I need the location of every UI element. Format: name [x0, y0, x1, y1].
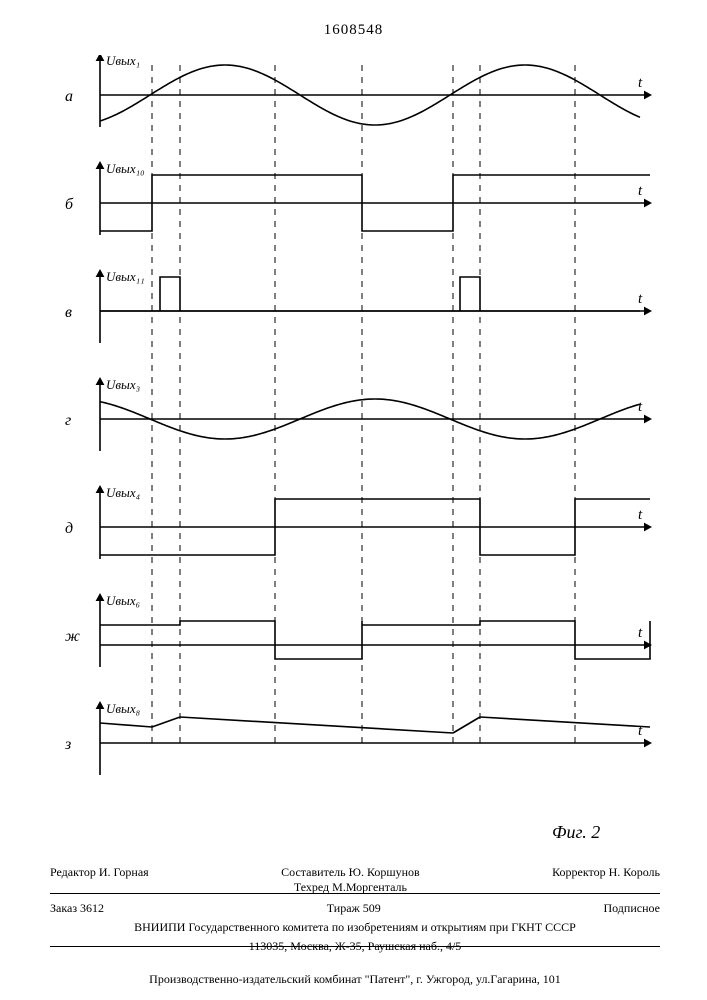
- svg-text:Uвых₃: Uвых₃: [106, 377, 140, 392]
- svg-text:д: д: [65, 520, 73, 537]
- page-number: 1608548: [0, 22, 707, 39]
- svg-text:Uвых₁₀: Uвых₁₀: [106, 161, 145, 176]
- editor-credit: Редактор И. Горная: [50, 865, 149, 895]
- svg-text:t: t: [638, 507, 643, 523]
- svg-text:Uвых₁₁: Uвых₁₁: [106, 269, 145, 284]
- svg-text:а: а: [65, 88, 73, 105]
- institute-line: ВНИИПИ Государственного комитета по изоб…: [50, 920, 660, 935]
- figure-label: Фиг. 2: [552, 822, 600, 843]
- subscription-label: Подписное: [603, 901, 660, 916]
- print-run: Тираж 509: [327, 901, 381, 916]
- svg-text:ж: ж: [65, 628, 80, 645]
- svg-text:Uвых₄: Uвых₄: [106, 485, 141, 500]
- svg-text:t: t: [638, 399, 643, 415]
- footer-block: Редактор И. Горная Составитель Ю. Коршун…: [50, 865, 660, 987]
- compiler-credit: Составитель Ю. Коршунов: [281, 865, 420, 879]
- svg-text:t: t: [638, 291, 643, 307]
- svg-text:г: г: [65, 412, 71, 429]
- svg-text:з: з: [64, 736, 71, 753]
- svg-text:Uвых₁: Uвых₁: [106, 55, 140, 68]
- svg-text:Uвых₆: Uвых₆: [106, 593, 140, 608]
- corrector-credit: Корректор Н. Король: [552, 865, 660, 895]
- svg-text:t: t: [638, 625, 643, 641]
- tech-editor-credit: Техред М.Моргенталь: [294, 880, 407, 894]
- timing-diagram: t а Uвых₁ t б Uвых₁₀ t в Uвых₁₁ t г Uвых₃ t д Uвых₄ t ж U…: [60, 55, 660, 845]
- svg-text:t: t: [638, 183, 643, 199]
- svg-text:t: t: [638, 723, 643, 739]
- svg-text:t: t: [638, 75, 643, 91]
- svg-text:Uвых₈: Uвых₈: [106, 701, 141, 716]
- address-line: 113035, Москва, Ж-35, Раушская наб., 4/5: [50, 939, 660, 954]
- order-number: Заказ 3612: [50, 901, 104, 916]
- svg-text:в: в: [65, 304, 72, 321]
- publisher-line: Производственно-издательский комбинат "П…: [50, 972, 660, 987]
- svg-text:б: б: [65, 196, 74, 213]
